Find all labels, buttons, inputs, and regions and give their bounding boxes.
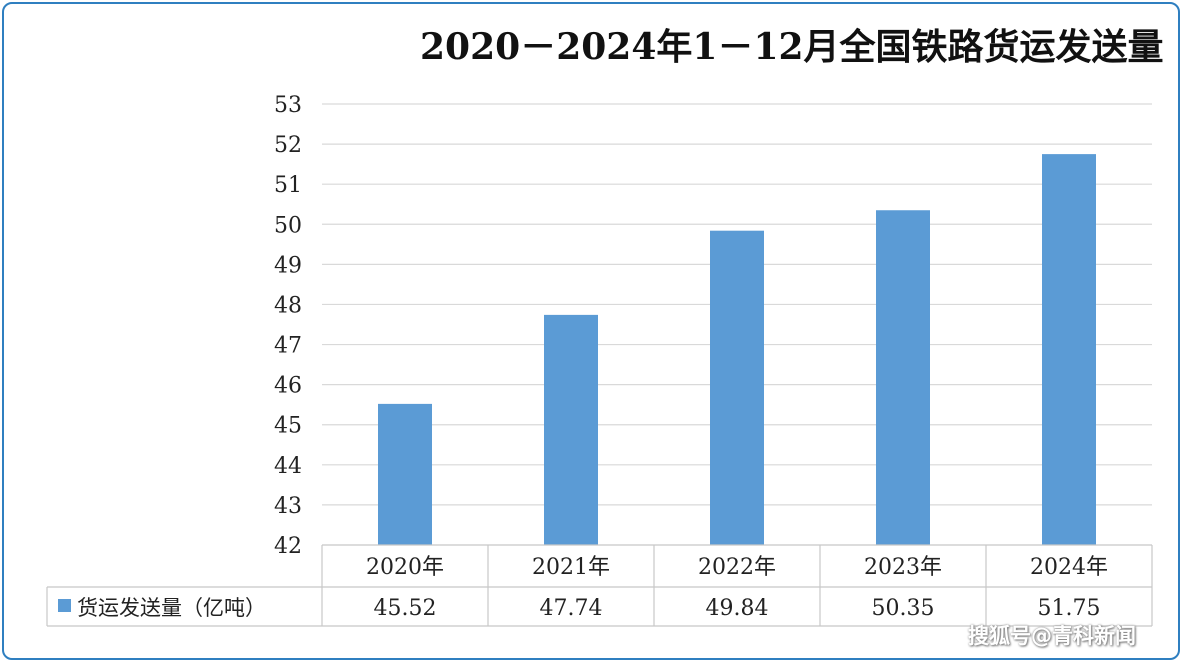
y-tick-label: 45 <box>274 414 302 439</box>
watermark-text: 搜狐号@青科新闻 <box>968 624 1136 648</box>
bars <box>378 154 1096 546</box>
y-tick-label: 51 <box>274 173 302 198</box>
y-tick-label: 53 <box>274 93 302 118</box>
data-table: 2020年 45.52 2021年 47.74 2022年 49.84 2023年 50.35… <box>46 544 1153 627</box>
bar <box>876 210 930 545</box>
data-label: 49.84 <box>706 596 769 621</box>
x-category-label: 2021年 <box>532 555 610 580</box>
x-category-label: 2024年 <box>1030 555 1108 580</box>
y-tick-label: 49 <box>274 253 302 278</box>
data-label: 47.74 <box>540 596 603 621</box>
data-label: 51.75 <box>1038 596 1101 621</box>
y-tick-label: 46 <box>274 374 302 399</box>
y-tick-label: 44 <box>274 454 302 479</box>
chart-title: 2020－2024年1－12月全国铁路货运发送量 <box>420 26 1164 68</box>
x-category-label: 2020年 <box>366 555 444 580</box>
bar <box>544 314 598 545</box>
x-category-label: 2022年 <box>698 555 776 580</box>
legend-series-name: 货运发送量（亿吨） <box>77 596 266 620</box>
data-label: 50.35 <box>872 596 935 621</box>
bar <box>1042 154 1096 545</box>
data-label: 45.52 <box>374 596 437 621</box>
y-tick-label: 50 <box>274 213 302 238</box>
y-tick-label: 47 <box>274 334 302 359</box>
bar <box>378 403 432 545</box>
y-axis-tick-labels: 42 43 44 45 46 47 48 49 50 51 52 53 <box>274 93 302 559</box>
y-tick-label: 52 <box>274 133 302 158</box>
x-category-label: 2023年 <box>864 555 942 580</box>
bar <box>710 230 764 546</box>
y-tick-label: 43 <box>274 494 302 519</box>
y-tick-label: 42 <box>274 534 302 559</box>
legend-swatch <box>58 599 71 612</box>
y-tick-label: 48 <box>274 293 302 318</box>
